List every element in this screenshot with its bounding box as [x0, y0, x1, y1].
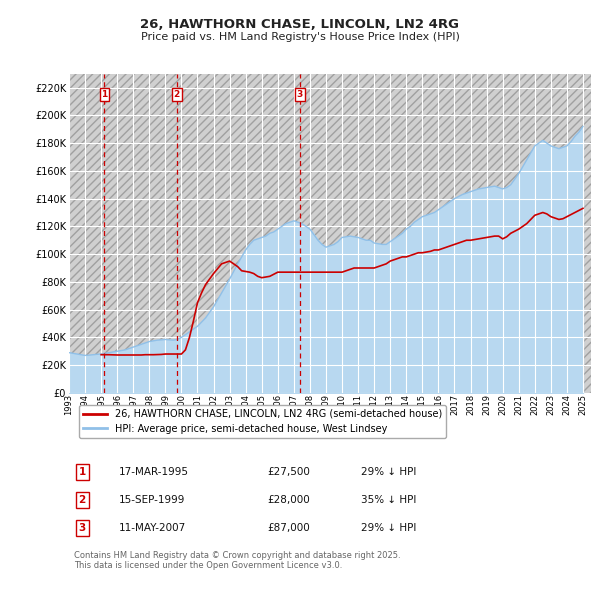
Text: 3: 3 [79, 523, 86, 533]
Text: 26, HAWTHORN CHASE, LINCOLN, LN2 4RG: 26, HAWTHORN CHASE, LINCOLN, LN2 4RG [140, 18, 460, 31]
Text: £87,000: £87,000 [268, 523, 310, 533]
Text: 15-SEP-1999: 15-SEP-1999 [119, 495, 185, 505]
Text: Price paid vs. HM Land Registry's House Price Index (HPI): Price paid vs. HM Land Registry's House … [140, 32, 460, 42]
Text: 2: 2 [79, 495, 86, 505]
Text: £27,500: £27,500 [268, 467, 310, 477]
Text: 2: 2 [173, 90, 180, 99]
Text: £28,000: £28,000 [268, 495, 310, 505]
Text: 3: 3 [296, 90, 303, 99]
Text: Contains HM Land Registry data © Crown copyright and database right 2025.
This d: Contains HM Land Registry data © Crown c… [74, 551, 401, 570]
Text: 29% ↓ HPI: 29% ↓ HPI [361, 467, 416, 477]
Text: 35% ↓ HPI: 35% ↓ HPI [361, 495, 416, 505]
Text: 1: 1 [101, 90, 107, 99]
Text: 29% ↓ HPI: 29% ↓ HPI [361, 523, 416, 533]
Text: 1: 1 [79, 467, 86, 477]
Legend: 26, HAWTHORN CHASE, LINCOLN, LN2 4RG (semi-detached house), HPI: Average price, : 26, HAWTHORN CHASE, LINCOLN, LN2 4RG (se… [79, 405, 446, 438]
Text: 17-MAR-1995: 17-MAR-1995 [119, 467, 188, 477]
Text: 11-MAY-2007: 11-MAY-2007 [119, 523, 186, 533]
